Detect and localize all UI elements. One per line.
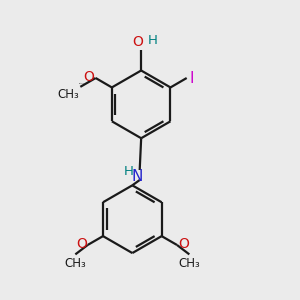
- Text: N: N: [132, 169, 143, 184]
- Text: H: H: [124, 165, 134, 178]
- Text: I: I: [189, 70, 194, 86]
- Text: CH₃: CH₃: [57, 88, 79, 101]
- Text: H: H: [148, 34, 158, 46]
- Text: methoxy: methoxy: [78, 83, 85, 84]
- Text: CH₃: CH₃: [178, 257, 200, 270]
- Text: O: O: [83, 70, 94, 84]
- Text: O: O: [132, 35, 143, 49]
- Text: CH₃: CH₃: [64, 257, 86, 270]
- Text: O: O: [76, 237, 87, 251]
- Text: O: O: [178, 237, 189, 251]
